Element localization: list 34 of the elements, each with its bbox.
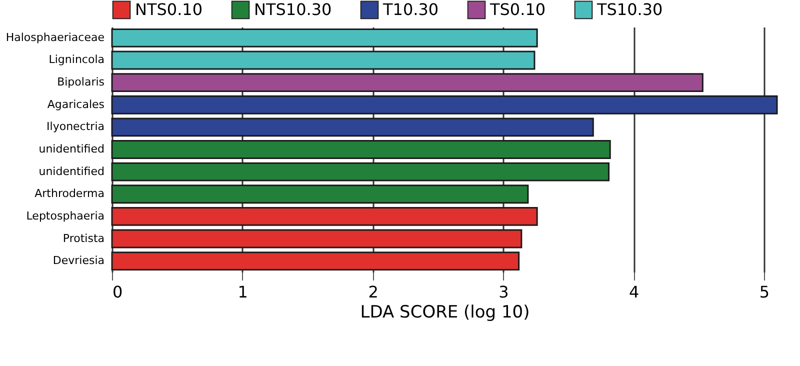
bar [111,140,611,159]
y-tick-label: Bipolaris [57,76,105,89]
y-tick-label: Leptosphaeria [26,209,104,222]
x-tick-label: 0 [112,282,123,302]
y-tick-label: Ilyonectria [46,120,104,134]
legend-label: TS0.10 [489,0,546,19]
y-tick-label: Lignincola [48,53,104,66]
bar [111,252,520,271]
bar [111,162,610,182]
legend-label: NTS10.30 [254,0,332,19]
bar [111,206,538,226]
x-tick-label: 4 [628,282,640,302]
x-tick-label: 2 [368,282,378,302]
x-tick-label: 5 [759,282,770,302]
y-tick-label: Arthroderma [34,187,104,200]
y-tick-label: Protista [62,232,104,245]
x-axis-title: LDA SCORE (log 10) [360,302,530,322]
x-tick-label: 1 [238,282,248,302]
legend-label: T10.30 [382,0,439,19]
bar [111,50,536,70]
bar [111,118,594,137]
y-tick-label: Halosphaeriaceae [6,30,105,44]
y-tick-label: unidentified [38,164,104,178]
bar [111,28,538,48]
bar [111,229,522,248]
bar [111,95,778,114]
bar [111,73,704,92]
y-tick-label: Devriesia [52,254,104,268]
y-tick-label: unidentified [38,142,104,156]
legend-label: NTS0.10 [135,0,203,19]
y-tick-label: Agaricales [47,98,105,111]
bar [111,184,529,204]
x-tick-label: 3 [498,282,509,302]
legend-label: TS10.30 [596,0,663,19]
